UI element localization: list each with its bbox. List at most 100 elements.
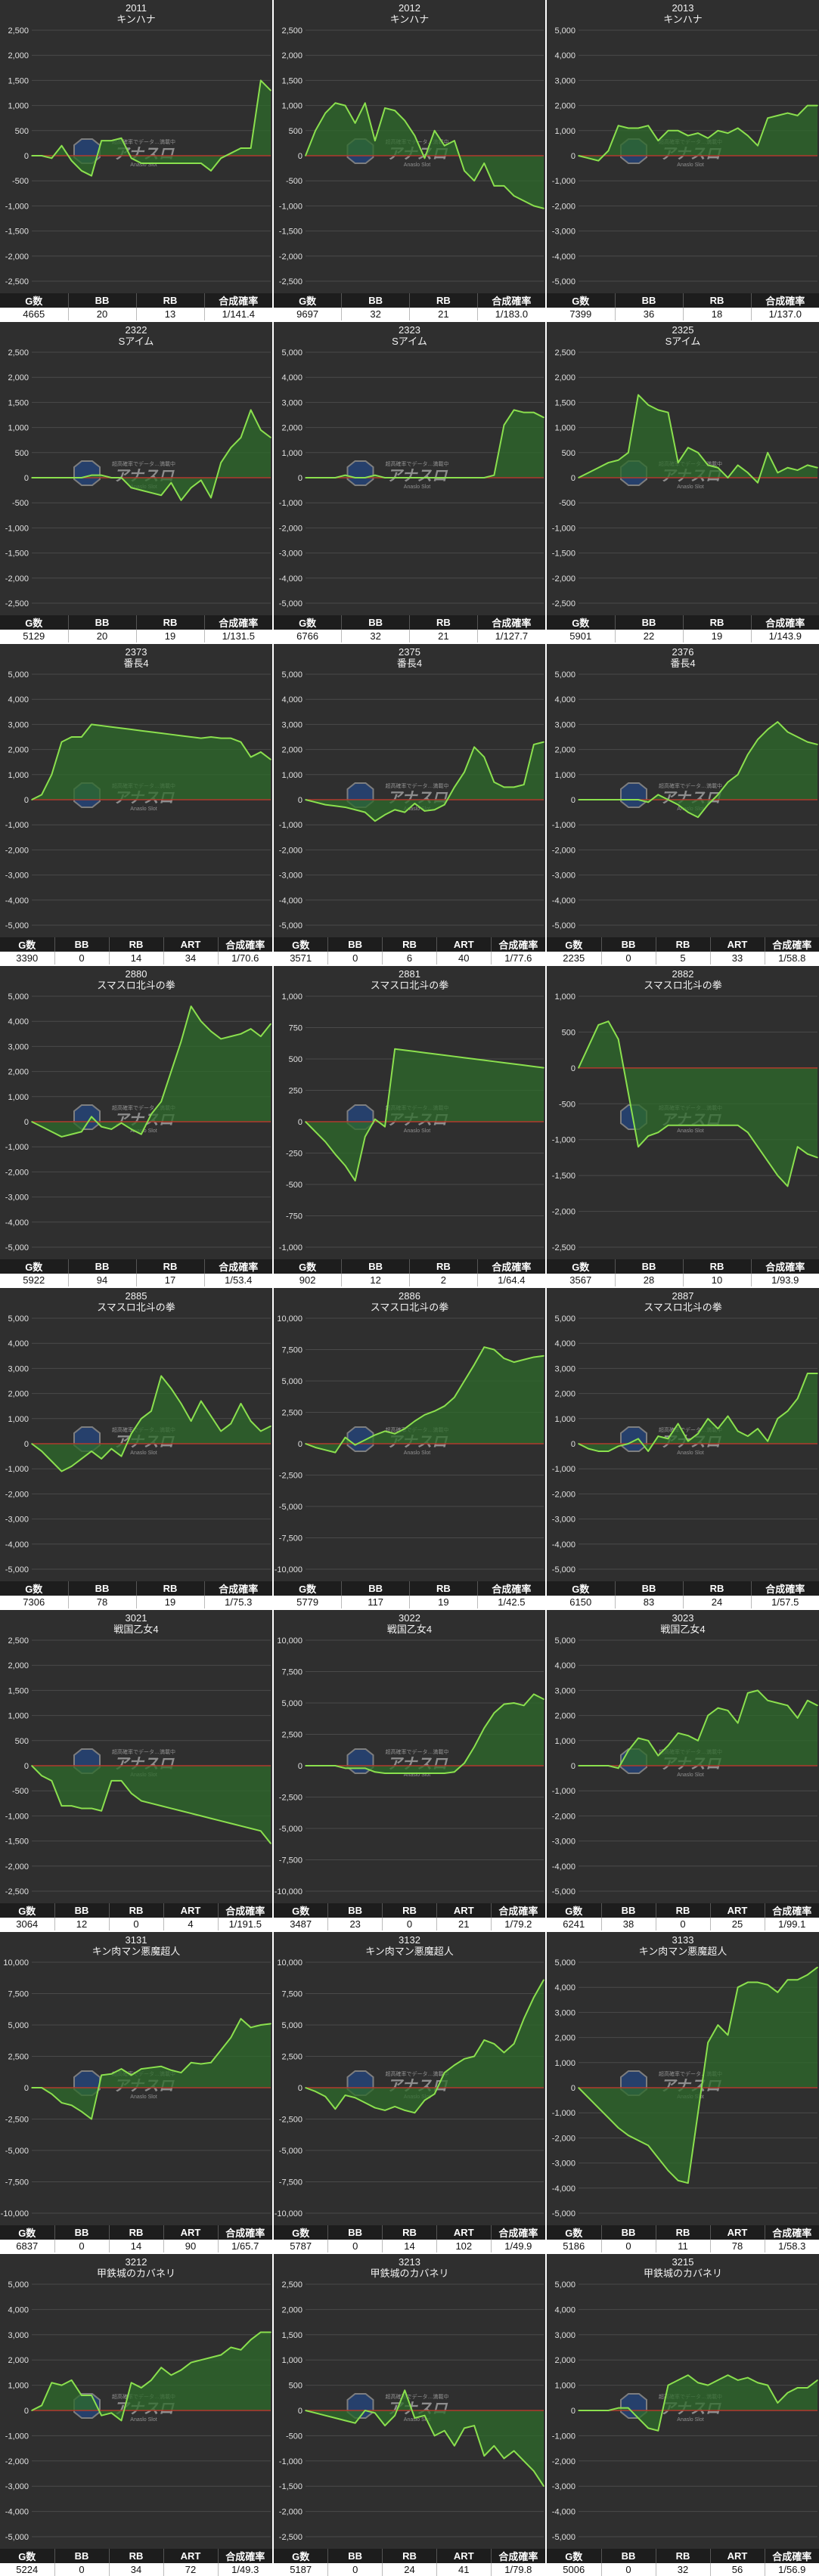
y-tick-label: -1,000	[5, 524, 29, 533]
data-point	[513, 1063, 515, 1065]
watermark-subtitle: Anaslo Slot	[130, 1129, 157, 1134]
data-point	[588, 472, 589, 474]
y-tick-label: -3,000	[552, 2482, 575, 2491]
data-point	[41, 477, 42, 478]
stats-header: ART	[436, 937, 492, 952]
data-point	[170, 733, 172, 735]
machine-title: 甲鉄城のカバネリ	[96, 2268, 175, 2279]
data-point	[334, 1451, 337, 1454]
y-tick-label: 5,000	[8, 2280, 29, 2290]
y-tick-label: 4,000	[554, 2305, 575, 2314]
y-tick-label: -5,000	[279, 1503, 302, 1512]
y-tick-label: -2,000	[279, 2508, 302, 2517]
data-point	[70, 1466, 73, 1467]
y-tick-label: -3,000	[5, 1194, 29, 1203]
y-tick-label: -1,500	[552, 1172, 575, 1181]
stats-value: 0	[656, 1918, 711, 1930]
data-point	[443, 477, 445, 478]
stats-header: RB	[409, 1581, 478, 1596]
data-point	[210, 736, 212, 738]
y-tick-label: 0	[571, 2084, 575, 2093]
data-point	[101, 474, 102, 476]
data-point	[344, 104, 346, 107]
data-point	[443, 2429, 445, 2432]
data-point	[364, 811, 366, 813]
stats-header: ART	[710, 1903, 765, 1918]
y-tick-label: -7,500	[279, 2178, 302, 2187]
stats-value-row: 5006 0 32 56 1/56.9	[547, 2563, 819, 2576]
data-point	[230, 2346, 232, 2348]
data-point	[638, 394, 639, 396]
data-point	[493, 1060, 495, 1063]
data-point	[51, 157, 53, 159]
data-point	[533, 205, 535, 207]
data-point	[70, 2379, 73, 2381]
chart-panel-3132: 3132 キン肉マン悪魔超人 10,000 7,500 5,000 2,500 0 -2,50…	[274, 1932, 545, 2252]
series-area	[306, 1347, 544, 1453]
data-point	[250, 1028, 252, 1029]
stats-header-row: G数 BB RB 合成確率	[0, 293, 272, 308]
data-point	[786, 1185, 789, 1187]
data-point	[130, 729, 132, 730]
stats-value: 21	[409, 308, 478, 320]
data-point	[260, 79, 262, 82]
data-point	[150, 492, 152, 494]
data-point	[141, 1418, 142, 1420]
data-point	[737, 127, 739, 129]
data-point	[473, 2425, 475, 2426]
data-point	[110, 140, 113, 141]
data-point	[180, 500, 182, 501]
data-point	[617, 2407, 619, 2409]
y-tick-label: -3,000	[5, 1516, 29, 1525]
data-point	[503, 424, 505, 426]
data-point	[628, 452, 629, 454]
data-point	[464, 170, 465, 172]
data-point	[190, 2062, 192, 2064]
stats-header: BB	[601, 2225, 656, 2240]
data-point	[270, 1843, 271, 1844]
chart-panel-2886: 2886 スマスロ北斗の拳 10,000 7,500 5,000 2,500 0 -2,500…	[274, 1288, 545, 1608]
data-point	[51, 1131, 53, 1133]
data-point	[597, 1451, 600, 1452]
y-tick-label: -500	[559, 1100, 575, 1109]
stats-table: G数 BB RB 合成確率 4665 20 13 1/141.4	[0, 293, 272, 320]
data-point	[101, 1810, 102, 1812]
data-point	[120, 1122, 123, 1124]
y-tick-label: 2,500	[8, 26, 29, 36]
data-point	[493, 185, 495, 187]
data-point	[607, 1020, 610, 1022]
stats-header: G数	[274, 1903, 329, 1918]
stats-header: BB	[68, 1259, 137, 1274]
data-point	[31, 2410, 33, 2411]
data-point	[70, 477, 73, 478]
stats-value-row: 3064 12 0 4 1/191.5	[0, 1918, 272, 1930]
stats-value: 117	[341, 1596, 410, 1608]
y-tick-label: 10,000	[3, 1958, 29, 1968]
data-point	[777, 115, 779, 116]
y-tick-label: 3,000	[554, 1364, 575, 1373]
data-point	[767, 1160, 768, 1162]
stats-header: RB	[382, 1903, 437, 1918]
stats-value: 14	[109, 952, 164, 964]
chart-svg: 5,000 4,000 3,000 2,000 1,000 0 -1,000 -2,000 -3…	[5, 992, 271, 1252]
data-point	[334, 2108, 337, 2110]
data-point	[354, 809, 356, 811]
data-point	[344, 2420, 346, 2422]
data-point	[101, 140, 102, 141]
y-tick-label: 0	[298, 796, 302, 805]
y-tick-label: -5,000	[5, 2533, 29, 2542]
stats-table: G数 BB RB 合成確率 5901 22 19 1/143.9	[547, 615, 819, 642]
series-area	[32, 410, 271, 500]
data-point	[130, 2074, 132, 2076]
data-point	[334, 1765, 337, 1766]
data-point	[200, 479, 202, 481]
stats-value: 21	[409, 630, 478, 642]
y-tick-label: 2,000	[281, 746, 302, 755]
data-point	[344, 807, 346, 808]
y-tick-label: 5,000	[554, 1958, 575, 1968]
y-tick-label: -2,000	[552, 2134, 575, 2143]
data-point	[464, 477, 465, 478]
data-point	[101, 2414, 102, 2417]
y-tick-label: 7,500	[8, 1990, 29, 1999]
y-tick-label: 1,000	[281, 992, 302, 1002]
